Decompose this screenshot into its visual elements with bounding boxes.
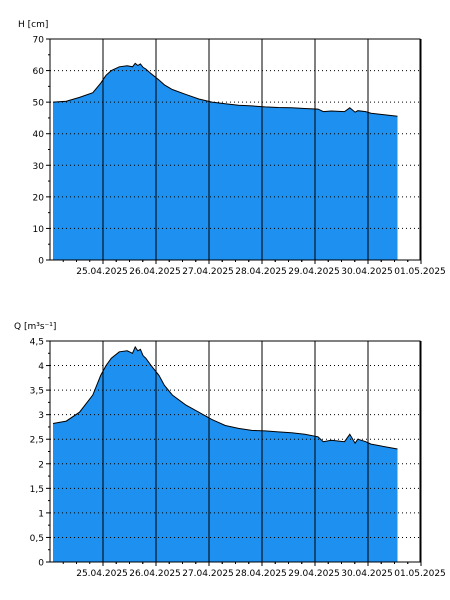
series-line: [52, 345, 398, 450]
y-tick-label: 3: [38, 411, 44, 421]
chart-2: 0 0,5 1 1,5 2 2,5 3 3,5 4 4,5 25.04.2025 26.04.2025…: [14, 322, 446, 579]
x-tick-label: 28.04.2025: [235, 569, 287, 579]
x-tick-label: 30.04.2025: [341, 569, 393, 579]
y-tick-label: 1,5: [30, 485, 44, 495]
x-tick-label: 29.04.2025: [288, 267, 340, 277]
y-tick-label: 70: [33, 36, 45, 46]
y-axis-label: Q [m³s⁻¹]: [14, 322, 56, 332]
y-tick-label: 4: [38, 362, 44, 372]
x-tick-label: 27.04.2025: [182, 569, 234, 579]
y-tick-label: 2,5: [30, 436, 44, 446]
y-tick-label: 60: [33, 67, 45, 77]
x-tick-label: 27.04.2025: [182, 267, 234, 277]
y-tick-label: 2: [38, 460, 44, 470]
x-tick-label: 26.04.2025: [129, 267, 181, 277]
x-tick-label: 01.05.2025: [394, 267, 446, 277]
x-tick-label: 29.04.2025: [288, 569, 340, 579]
y-tick-label: 1: [38, 509, 44, 519]
x-tick-label: 26.04.2025: [129, 569, 181, 579]
y-tick-label: 0,5: [30, 534, 44, 544]
y-tick-label: 30: [33, 162, 45, 172]
series-area: [53, 63, 398, 260]
x-tick-label: 25.04.2025: [76, 267, 128, 277]
x-tick-label: 01.05.2025: [394, 569, 446, 579]
chart-1: 0 10 20 30 40 50 60 70 25.04.2025 26.04.2025 27.04…: [18, 20, 446, 277]
x-tick-label: 25.04.2025: [76, 569, 128, 579]
series-line: [52, 62, 398, 117]
series-area: [53, 346, 398, 562]
y-tick-label: 40: [33, 130, 45, 140]
y-tick-label: 3,5: [30, 387, 44, 397]
y-tick-label: 20: [33, 193, 45, 203]
y-tick-label: 10: [33, 225, 45, 235]
y-axis-label: H [cm]: [18, 20, 48, 30]
y-tick-label: 0: [38, 559, 44, 569]
x-tick-label: 30.04.2025: [341, 267, 393, 277]
y-tick-label: 0: [38, 257, 44, 267]
y-tick-label: 50: [33, 99, 45, 109]
x-tick-label: 28.04.2025: [235, 267, 287, 277]
y-tick-label: 4,5: [30, 338, 44, 348]
